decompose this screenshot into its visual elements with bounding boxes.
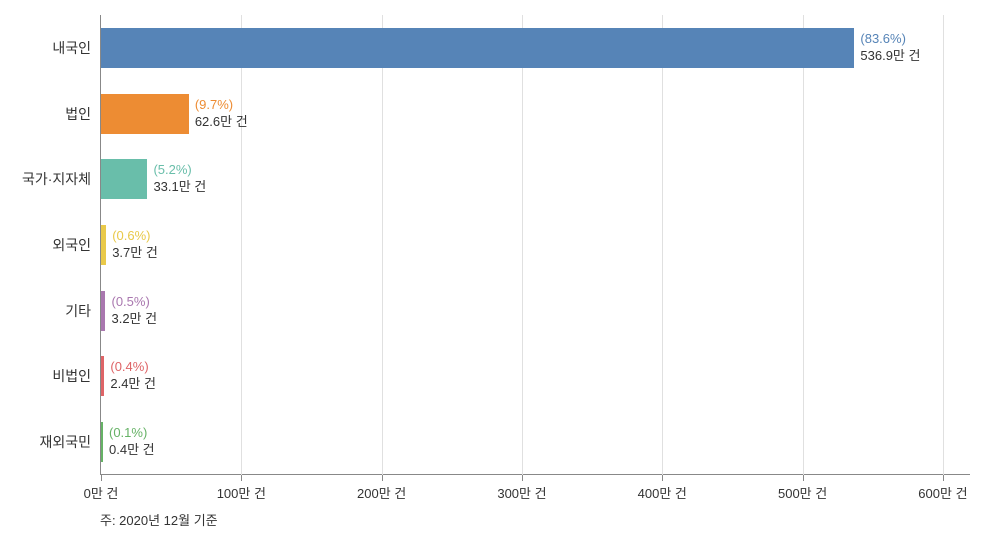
- x-axis-label: 600만 건: [918, 483, 967, 502]
- bar-value-label: 3.7만 건: [112, 245, 158, 262]
- bar-value-label: 2.4만 건: [110, 376, 156, 393]
- bar: (0.5%)3.2만 건: [101, 291, 105, 331]
- bar-value-label: 3.2만 건: [111, 311, 157, 328]
- x-tick: [101, 475, 102, 481]
- bar-percent-label: (0.5%): [111, 294, 157, 311]
- y-axis-label: 법인: [65, 81, 91, 147]
- plot-area: 0만 건100만 건200만 건300만 건400만 건500만 건600만 건…: [100, 15, 970, 475]
- bar-row: (9.7%)62.6만 건: [101, 81, 971, 147]
- bar-value-label: 62.6만 건: [195, 114, 248, 131]
- footnote: 주: 2020년 12월 기준: [100, 510, 218, 529]
- bar-percent-label: (5.2%): [153, 162, 206, 179]
- y-axis-label: 외국인: [52, 212, 91, 278]
- x-tick: [522, 475, 523, 481]
- x-axis-label: 400만 건: [638, 483, 687, 502]
- bar-row: (0.6%)3.7만 건: [101, 212, 971, 278]
- bar-percent-label: (0.1%): [109, 425, 155, 442]
- bar-label-group: (0.6%)3.7만 건: [112, 225, 158, 265]
- y-axis-label: 내국인: [52, 15, 91, 81]
- bar: (0.4%)2.4만 건: [101, 356, 104, 396]
- x-tick: [943, 475, 944, 481]
- bar-label-group: (9.7%)62.6만 건: [195, 94, 248, 134]
- bar-row: (5.2%)33.1만 건: [101, 146, 971, 212]
- bar-label-group: (0.4%)2.4만 건: [110, 356, 156, 396]
- bar-percent-label: (83.6%): [860, 31, 920, 48]
- x-axis-label: 300만 건: [497, 483, 546, 502]
- y-axis-label: 국가·지자체: [22, 146, 91, 212]
- bar-row: (0.4%)2.4만 건: [101, 344, 971, 410]
- chart-container: 0만 건100만 건200만 건300만 건400만 건500만 건600만 건…: [100, 15, 970, 475]
- y-axis-label: 비법인: [52, 344, 91, 410]
- bar-percent-label: (0.4%): [110, 359, 156, 376]
- bar-row: (0.5%)3.2만 건: [101, 278, 971, 344]
- bar-percent-label: (9.7%): [195, 97, 248, 114]
- x-tick: [662, 475, 663, 481]
- bar-percent-label: (0.6%): [112, 228, 158, 245]
- bar-label-group: (83.6%)536.9만 건: [860, 28, 920, 68]
- x-tick: [241, 475, 242, 481]
- x-axis-label: 0만 건: [84, 483, 119, 502]
- x-axis-label: 100만 건: [217, 483, 266, 502]
- x-axis-label: 500만 건: [778, 483, 827, 502]
- bar-row: (0.1%)0.4만 건: [101, 409, 971, 475]
- x-axis-label: 200만 건: [357, 483, 406, 502]
- bar: (83.6%)536.9만 건: [101, 28, 854, 68]
- bar-row: (83.6%)536.9만 건: [101, 15, 971, 81]
- bar-label-group: (0.1%)0.4만 건: [109, 422, 155, 462]
- bar: (0.6%)3.7만 건: [101, 225, 106, 265]
- bar: (0.1%)0.4만 건: [101, 422, 103, 462]
- bar-label-group: (0.5%)3.2만 건: [111, 291, 157, 331]
- bar-value-label: 536.9만 건: [860, 48, 920, 65]
- bar: (9.7%)62.6만 건: [101, 94, 189, 134]
- x-tick: [382, 475, 383, 481]
- x-tick: [803, 475, 804, 481]
- bar-value-label: 0.4만 건: [109, 442, 155, 459]
- bar: (5.2%)33.1만 건: [101, 159, 147, 199]
- bar-label-group: (5.2%)33.1만 건: [153, 159, 206, 199]
- y-axis-label: 기타: [65, 278, 91, 344]
- bar-value-label: 33.1만 건: [153, 179, 206, 196]
- y-axis-label: 재외국민: [39, 409, 91, 475]
